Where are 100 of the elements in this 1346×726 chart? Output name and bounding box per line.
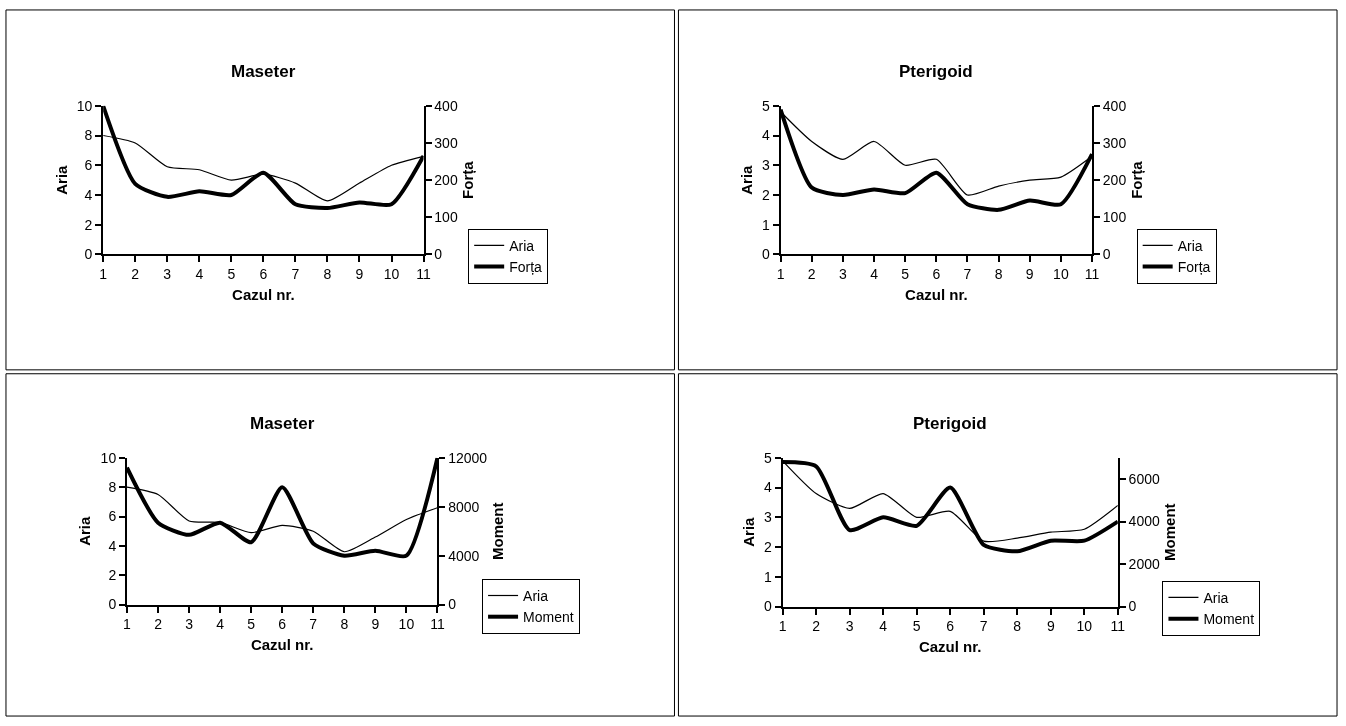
- x-tick-label: 9: [1025, 266, 1034, 283]
- y-axis-title: Aria: [76, 515, 94, 546]
- y-tick-label: 2: [763, 538, 772, 555]
- x-tick-label: 1: [778, 618, 787, 635]
- y2-tick-label: 200: [1102, 172, 1127, 189]
- y2-tick-label: 400: [434, 97, 458, 114]
- x-tick-label: 6: [932, 266, 941, 283]
- chart-title: Pterigoid: [913, 414, 987, 433]
- y-tick-label: 0: [763, 598, 772, 615]
- y-tick-label: 5: [763, 449, 772, 466]
- x-tick-label: 10: [1053, 266, 1069, 283]
- x-tick-label: 2: [807, 266, 816, 283]
- y2-axis-title: Forța: [1127, 160, 1145, 199]
- x-tick-label: 10: [398, 616, 415, 633]
- y-tick-label: 3: [762, 157, 770, 174]
- y-tick-label: 0: [84, 246, 93, 263]
- x-tick-label: 2: [812, 618, 821, 635]
- y2-tick-label: 2000: [1128, 555, 1160, 572]
- x-tick-label: 7: [963, 266, 972, 283]
- y2-tick-label: 0: [1102, 246, 1111, 263]
- chart-title: Maseter: [250, 414, 315, 433]
- y-tick-label: 4: [108, 537, 117, 554]
- x-tick-label: 3: [838, 266, 847, 283]
- y2-tick-label: 300: [434, 134, 458, 151]
- x-tick-label: 6: [946, 618, 955, 635]
- x-tick-label: 11: [416, 266, 432, 283]
- y-axis-title: Aria: [739, 516, 757, 547]
- x-tick-label: 8: [340, 616, 349, 633]
- y-axis-title: Aria: [737, 164, 755, 195]
- y2-tick-label: 4000: [448, 547, 480, 564]
- x-tick-label: 10: [1076, 618, 1093, 635]
- y-tick-label: 8: [84, 127, 93, 144]
- chart-title: Maseter: [231, 62, 296, 81]
- y-tick-label: 0: [108, 596, 117, 613]
- x-tick-label: 4: [195, 266, 204, 283]
- x-tick-label: 4: [879, 618, 888, 635]
- x-tick-label: 11: [1110, 618, 1126, 635]
- y2-tick-label: 12000: [448, 449, 488, 466]
- x-tick-label: 3: [845, 618, 854, 635]
- y-tick-label: 6: [108, 508, 117, 525]
- legend-label: Moment: [1203, 611, 1255, 628]
- legend-label: Aria: [523, 587, 549, 604]
- y2-tick-label: 0: [448, 596, 457, 613]
- x-tick-label: 8: [323, 266, 332, 283]
- y2-tick-label: 100: [434, 209, 458, 226]
- x-axis-title: Cazul nr.: [918, 637, 982, 655]
- y-axis-title: Aria: [52, 164, 70, 195]
- legend-label: Moment: [523, 609, 574, 626]
- x-tick-label: 9: [1046, 618, 1055, 635]
- y2-tick-label: 200: [434, 172, 458, 189]
- legend-label: Aria: [1177, 237, 1203, 254]
- x-tick-label: 11: [430, 616, 445, 633]
- x-tick-label: 7: [979, 618, 988, 635]
- y-tick-label: 1: [763, 568, 772, 585]
- x-tick-label: 4: [870, 266, 879, 283]
- y2-axis-title: Moment: [488, 502, 506, 560]
- y2-tick-label: 4000: [1128, 513, 1160, 530]
- x-tick-label: 1: [776, 266, 785, 283]
- y-tick-label: 3: [763, 509, 772, 526]
- x-tick-label: 5: [227, 266, 236, 283]
- y-tick-label: 2: [84, 216, 93, 233]
- x-tick-label: 6: [278, 616, 287, 633]
- legend-label: Forța: [1177, 259, 1211, 276]
- y2-tick-label: 6000: [1128, 471, 1160, 487]
- y-tick-label: 2: [108, 567, 117, 584]
- y2-tick-label: 300: [1102, 134, 1127, 151]
- y-tick-label: 6: [84, 157, 93, 174]
- y2-axis-title: Forța: [459, 160, 477, 199]
- x-tick-label: 8: [994, 266, 1003, 283]
- x-tick-label: 11: [1084, 266, 1100, 283]
- x-axis-title: Cazul nr.: [905, 285, 968, 303]
- x-axis-title: Cazul nr.: [232, 285, 295, 303]
- x-tick-label: 2: [154, 616, 163, 633]
- y-tick-label: 5: [762, 97, 770, 114]
- y-tick-label: 4: [84, 186, 93, 203]
- x-tick-label: 7: [291, 266, 300, 283]
- chart-title: Pterigoid: [899, 62, 973, 81]
- y-tick-label: 10: [76, 97, 93, 114]
- y-tick-label: 0: [762, 246, 770, 263]
- y-tick-label: 4: [762, 127, 770, 144]
- x-tick-label: 5: [912, 618, 921, 635]
- x-tick-label: 9: [371, 616, 380, 633]
- y2-tick-label: 8000: [448, 498, 480, 515]
- x-tick-label: 5: [247, 616, 256, 633]
- legend-label: Aria: [509, 237, 535, 254]
- x-tick-label: 3: [163, 266, 172, 283]
- x-tick-label: 2: [131, 266, 140, 283]
- y-tick-label: 2: [762, 186, 770, 203]
- x-tick-label: 6: [259, 266, 268, 283]
- y2-tick-label: 100: [1102, 209, 1127, 226]
- y-tick-label: 10: [100, 449, 117, 466]
- x-axis-title: Cazul nr.: [250, 635, 314, 653]
- x-tick-label: 10: [383, 266, 400, 283]
- x-tick-label: 5: [901, 266, 910, 283]
- x-tick-label: 8: [1013, 618, 1022, 635]
- legend-label: Aria: [1203, 589, 1229, 606]
- y2-tick-label: 400: [1102, 97, 1127, 114]
- legend-label: Forța: [509, 259, 543, 276]
- y2-tick-label: 0: [434, 246, 443, 263]
- y2-axis-title: Moment: [1161, 503, 1179, 561]
